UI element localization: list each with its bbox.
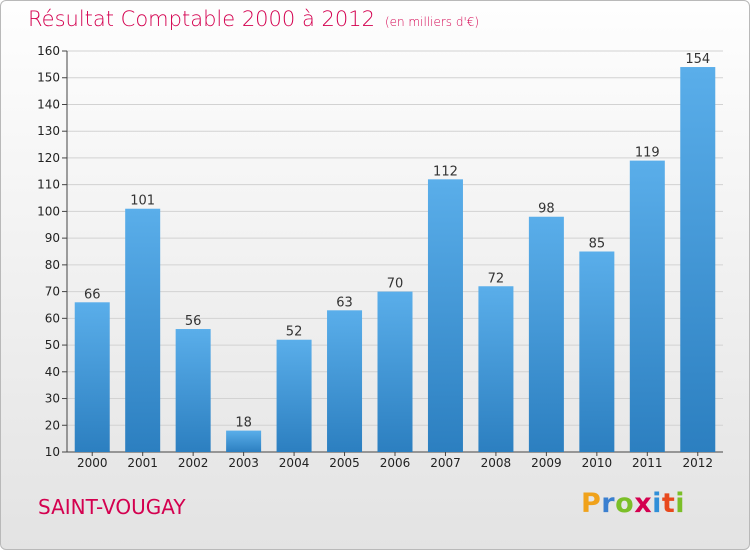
bar <box>226 430 262 452</box>
data-label: 18 <box>235 416 252 431</box>
x-tick-label: 2012 <box>682 456 713 470</box>
data-label: 70 <box>387 277 404 292</box>
x-tick-label: 2005 <box>329 456 360 470</box>
brand-letter: r <box>601 488 616 519</box>
bar <box>478 286 514 452</box>
brand-letter: t <box>661 488 676 519</box>
y-tick-label: 50 <box>45 338 60 352</box>
y-tick-label: 160 <box>37 44 60 58</box>
chart-subtitle: (en milliers d'€) <box>384 15 480 29</box>
data-label: 56 <box>185 314 202 329</box>
x-tick-label: 2007 <box>430 456 461 470</box>
data-label: 154 <box>685 52 710 67</box>
x-tick-label: 2004 <box>279 456 310 470</box>
y-tick-label: 60 <box>45 311 60 325</box>
bar <box>276 339 312 452</box>
y-tick-label: 70 <box>45 285 60 299</box>
y-tick-label: 40 <box>45 365 60 379</box>
x-tick-label: 2006 <box>380 456 411 470</box>
brand-letter: o <box>615 488 635 519</box>
x-tick-label: 2010 <box>582 456 613 470</box>
y-tick-label: 30 <box>45 392 60 406</box>
y-tick-label: 10 <box>45 445 60 459</box>
brand-letter: x <box>634 488 653 519</box>
bar <box>377 291 413 452</box>
x-tick-label: 2002 <box>178 456 209 470</box>
data-label: 101 <box>130 194 155 209</box>
data-label: 85 <box>589 237 606 252</box>
x-tick-label: 2000 <box>77 456 108 470</box>
y-tick-label: 110 <box>37 178 60 192</box>
y-tick-label: 120 <box>37 151 60 165</box>
y-tick-label: 20 <box>45 418 60 432</box>
brand-letter: i <box>675 488 686 519</box>
data-label: 98 <box>538 202 555 217</box>
y-tick-label: 140 <box>37 97 60 111</box>
proxiti-logo: Proxiti <box>581 488 685 519</box>
data-label: 66 <box>84 287 101 302</box>
y-tick-label: 80 <box>45 258 60 272</box>
bar <box>528 216 564 452</box>
bar <box>74 302 110 452</box>
bar <box>427 179 463 452</box>
data-label: 119 <box>635 146 660 161</box>
bar <box>327 310 363 452</box>
x-tick-label: 2003 <box>228 456 259 470</box>
data-label: 112 <box>433 164 458 179</box>
data-label: 52 <box>286 325 303 340</box>
bar <box>125 208 161 452</box>
data-label: 72 <box>488 271 505 286</box>
y-tick-label: 130 <box>37 124 60 138</box>
data-label: 63 <box>336 295 353 310</box>
y-tick-label: 90 <box>45 231 60 245</box>
chart-title: Résultat Comptable 2000 à 2012 (en millie… <box>28 7 479 31</box>
x-tick-label: 2011 <box>632 456 663 470</box>
bar <box>175 329 211 452</box>
bar <box>680 67 716 452</box>
y-tick-label: 100 <box>37 204 60 218</box>
brand-letter: i <box>652 488 662 519</box>
x-tick-label: 2009 <box>531 456 562 470</box>
x-tick-label: 2008 <box>481 456 512 470</box>
commune-name: SAINT-VOUGAY <box>38 495 186 519</box>
brand-letter: P <box>581 488 602 519</box>
bar <box>579 251 615 452</box>
y-tick-label: 150 <box>37 71 60 85</box>
chart-title-text: Résultat Comptable 2000 à 2012 <box>28 7 375 31</box>
bar <box>629 160 665 452</box>
x-tick-label: 2001 <box>127 456 158 470</box>
